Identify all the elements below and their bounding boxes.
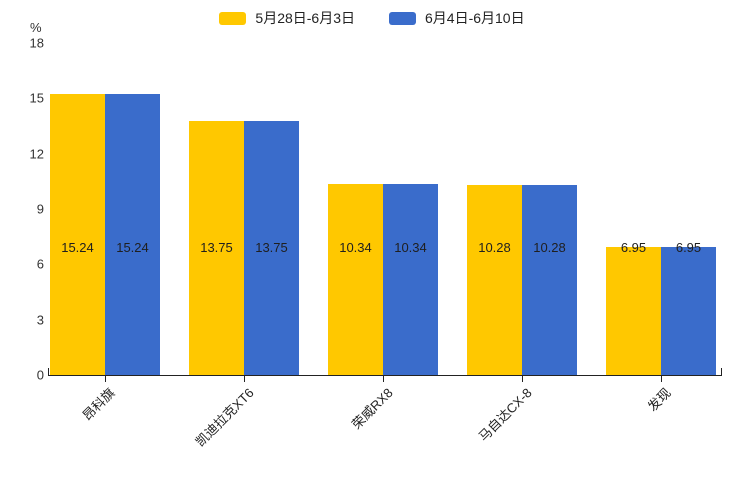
y-tick-label: 12 [29, 146, 44, 162]
chart-legend: 5月28日-6月3日 6月4日-6月10日 [0, 8, 744, 28]
legend-label-series-2: 6月4日-6月10日 [425, 10, 525, 26]
bar-value-label: 10.34 [339, 240, 372, 255]
bar-value-label: 13.75 [200, 240, 233, 255]
bar-series-1[interactable]: 13.75 [189, 121, 244, 375]
bar-series-2[interactable]: 10.28 [522, 185, 577, 375]
y-tick-label: 3 [36, 312, 44, 328]
bar-value-label: 13.75 [255, 240, 288, 255]
y-axis-tick-labels: 18 15 12 9 6 3 0 [0, 0, 44, 496]
x-axis-right-cap [721, 368, 722, 375]
legend-swatch-series-1 [219, 11, 247, 25]
y-axis-unit-label: % [30, 20, 42, 35]
legend-swatch-series-2 [389, 11, 416, 25]
x-axis-line [48, 375, 722, 376]
bar-series-1[interactable]: 10.28 [467, 185, 522, 375]
y-tick-label: 6 [36, 256, 44, 272]
bar-series-1[interactable]: 6.95 [606, 240, 661, 375]
bar-value-label: 10.28 [533, 240, 566, 255]
bar-series-1[interactable]: 15.24 [50, 93, 105, 375]
bar-series-2[interactable]: 10.34 [383, 184, 438, 375]
bar-series-2[interactable]: 15.24 [105, 93, 160, 375]
x-tick-mark [661, 375, 662, 382]
y-tick-label: 9 [36, 201, 44, 217]
bar-value-label: 15.24 [116, 240, 149, 255]
bar-value-label: 10.28 [478, 240, 511, 255]
bar-series-1[interactable]: 10.34 [328, 184, 383, 375]
x-tick-mark [244, 375, 245, 382]
y-tick-label: 18 [29, 35, 44, 51]
bar-value-label: 10.34 [394, 240, 427, 255]
bar-series-2[interactable]: 13.75 [244, 121, 299, 375]
bar-series-2[interactable]: 6.95 [661, 240, 716, 375]
y-tick-label: 15 [29, 90, 44, 106]
x-tick-mark [383, 375, 384, 382]
y-tick-label: 0 [36, 367, 44, 383]
legend-item-series-1[interactable]: 5月28日-6月3日 [219, 11, 355, 25]
bar-value-label: 6.95 [620, 240, 647, 256]
bar-value-label: 6.95 [675, 240, 702, 256]
x-tick-mark [522, 375, 523, 382]
legend-item-series-2[interactable]: 6月4日-6月10日 [389, 11, 525, 25]
x-tick-mark [105, 375, 106, 382]
bar-value-label: 15.24 [61, 240, 94, 255]
x-axis-left-cap [48, 368, 49, 375]
legend-label-series-1: 5月28日-6月3日 [255, 10, 355, 26]
